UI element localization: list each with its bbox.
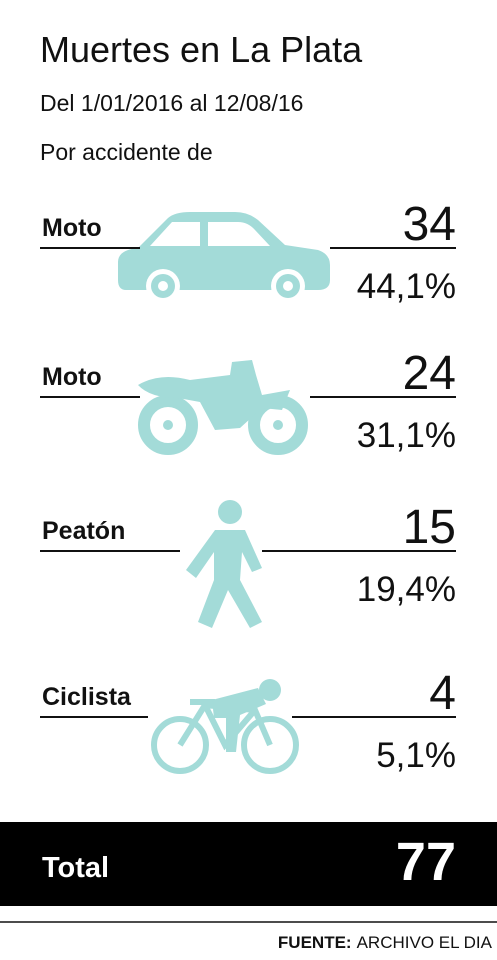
- car-icon: [118, 212, 330, 303]
- item-label: Moto: [42, 363, 102, 391]
- bicycle-icon: [151, 679, 299, 774]
- source-text: ARCHIVO EL DIA: [357, 933, 493, 952]
- item-percent: 31,1%: [357, 416, 456, 455]
- title: Muertes en La Plata: [40, 29, 363, 70]
- source: FUENTE: ARCHIVO EL DIA: [278, 933, 493, 952]
- items: Moto 34 44,1% Moto 24 31,1% Peatón 15 19,4% Cicli…: [40, 198, 456, 775]
- item-label: Moto: [42, 214, 102, 242]
- item-label: Peatón: [42, 517, 125, 545]
- item-count: 4: [429, 667, 456, 720]
- item-percent: 5,1%: [376, 736, 456, 775]
- caption: Por accidente de: [40, 139, 213, 165]
- total-bar: [0, 822, 497, 906]
- item-percent: 19,4%: [357, 570, 456, 609]
- total-label: Total: [42, 852, 109, 884]
- subtitle: Del 1/01/2016 al 12/08/16: [40, 90, 303, 116]
- item-count: 24: [403, 347, 456, 400]
- pedestrian-icon: [186, 500, 262, 628]
- motorcycle-icon: [138, 360, 308, 455]
- item-percent: 44,1%: [357, 267, 456, 306]
- item-count: 15: [403, 501, 456, 554]
- item-count: 34: [403, 198, 456, 251]
- item-label: Ciclista: [42, 683, 132, 711]
- total-value: 77: [396, 832, 456, 892]
- source-label: FUENTE:: [278, 933, 352, 952]
